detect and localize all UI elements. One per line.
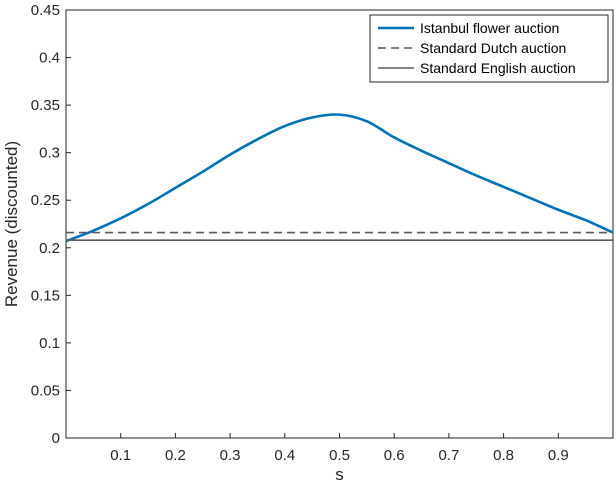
x-tick-label: 0.7 <box>438 447 459 464</box>
series-line-1 <box>65 113 614 243</box>
legend-label: Standard English auction <box>420 60 576 76</box>
y-tick-label: 0.3 <box>39 145 60 162</box>
x-tick-label: 0.4 <box>274 447 295 464</box>
y-tick-label: 0.35 <box>31 97 60 114</box>
series-layer <box>65 113 614 243</box>
y-axis: 0 0.05 0.1 0.15 0.2 0.25 0.3 0.35 0.4 0.45 <box>31 2 71 447</box>
legend: Istanbul flower auction Standard Dutch au… <box>369 14 609 83</box>
x-tick-label: 0.3 <box>220 447 241 464</box>
y-tick-label: 0.05 <box>31 382 60 399</box>
y-tick-label: 0.45 <box>31 2 60 19</box>
x-tick-label: 0.6 <box>384 447 405 464</box>
y-tick-label: 0 <box>52 430 60 447</box>
y-tick-label: 0.25 <box>31 192 60 209</box>
y-tick-label: 0.4 <box>39 50 60 67</box>
x-axis-label: s <box>335 465 344 484</box>
x-tick-label: 0.1 <box>110 447 131 464</box>
y-axis-label: Revenue (discounted) <box>2 141 21 307</box>
y-tick-label: 0.15 <box>31 287 60 304</box>
legend-label: Standard Dutch auction <box>420 40 566 56</box>
x-tick-label: 0.8 <box>493 447 514 464</box>
y-tick-label: 0.1 <box>39 335 60 352</box>
x-tick-label: 0.5 <box>329 447 350 464</box>
x-tick-label: 0.9 <box>548 447 569 464</box>
x-tick-label: 0.2 <box>165 447 186 464</box>
legend-label: Istanbul flower auction <box>420 20 559 36</box>
x-axis: 0.1 0.2 0.3 0.4 0.5 0.6 0.7 0.8 0.9 <box>110 433 569 464</box>
y-tick-label: 0.2 <box>39 240 60 257</box>
